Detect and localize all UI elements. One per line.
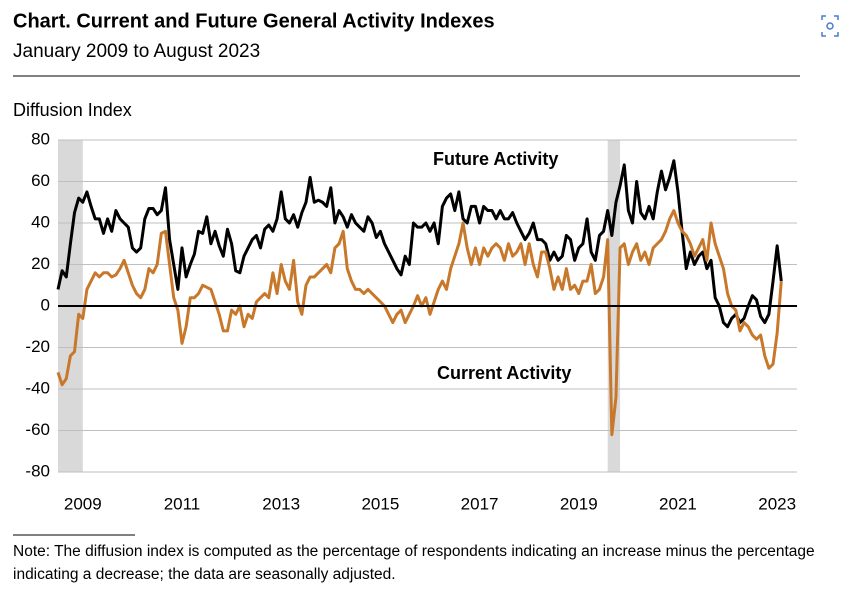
x-tick-label: 2009 <box>64 494 102 513</box>
y-tick-label: 20 <box>31 254 50 273</box>
y-tick-label: 60 <box>31 171 50 190</box>
chart-title: Chart. Current and Future General Activi… <box>13 10 495 32</box>
note: Note: The diffusion index is computed as… <box>13 543 815 583</box>
x-tick-label: 2013 <box>262 494 300 513</box>
note-box: Note: The diffusion index is computed as… <box>13 543 815 583</box>
chart-subtitle: January 2009 to August 2023 <box>13 41 260 62</box>
y-tick-label: 80 <box>31 129 50 148</box>
x-tick-label: 2017 <box>461 494 499 513</box>
y-tick-label: -40 <box>25 378 50 397</box>
series-annotation: Future Activity <box>433 149 558 169</box>
x-tick-label: 2023 <box>758 494 796 513</box>
series-annotation: Current Activity <box>437 363 571 383</box>
scan-icon[interactable] <box>821 15 839 37</box>
y-tick-label: 40 <box>31 212 50 231</box>
y-tick-label: -60 <box>25 420 50 439</box>
x-tick-label: 2019 <box>560 494 598 513</box>
series-line <box>56 209 783 437</box>
y-axis-label: Diffusion Index <box>13 100 132 120</box>
y-tick-label: -80 <box>25 461 50 480</box>
series-line <box>56 159 783 329</box>
y-tick-label: -20 <box>25 337 50 356</box>
x-tick-label: 2015 <box>361 494 399 513</box>
y-tick-label: 0 <box>41 295 50 314</box>
x-tick-label: 2011 <box>164 494 201 513</box>
x-tick-label: 2021 <box>659 494 697 513</box>
